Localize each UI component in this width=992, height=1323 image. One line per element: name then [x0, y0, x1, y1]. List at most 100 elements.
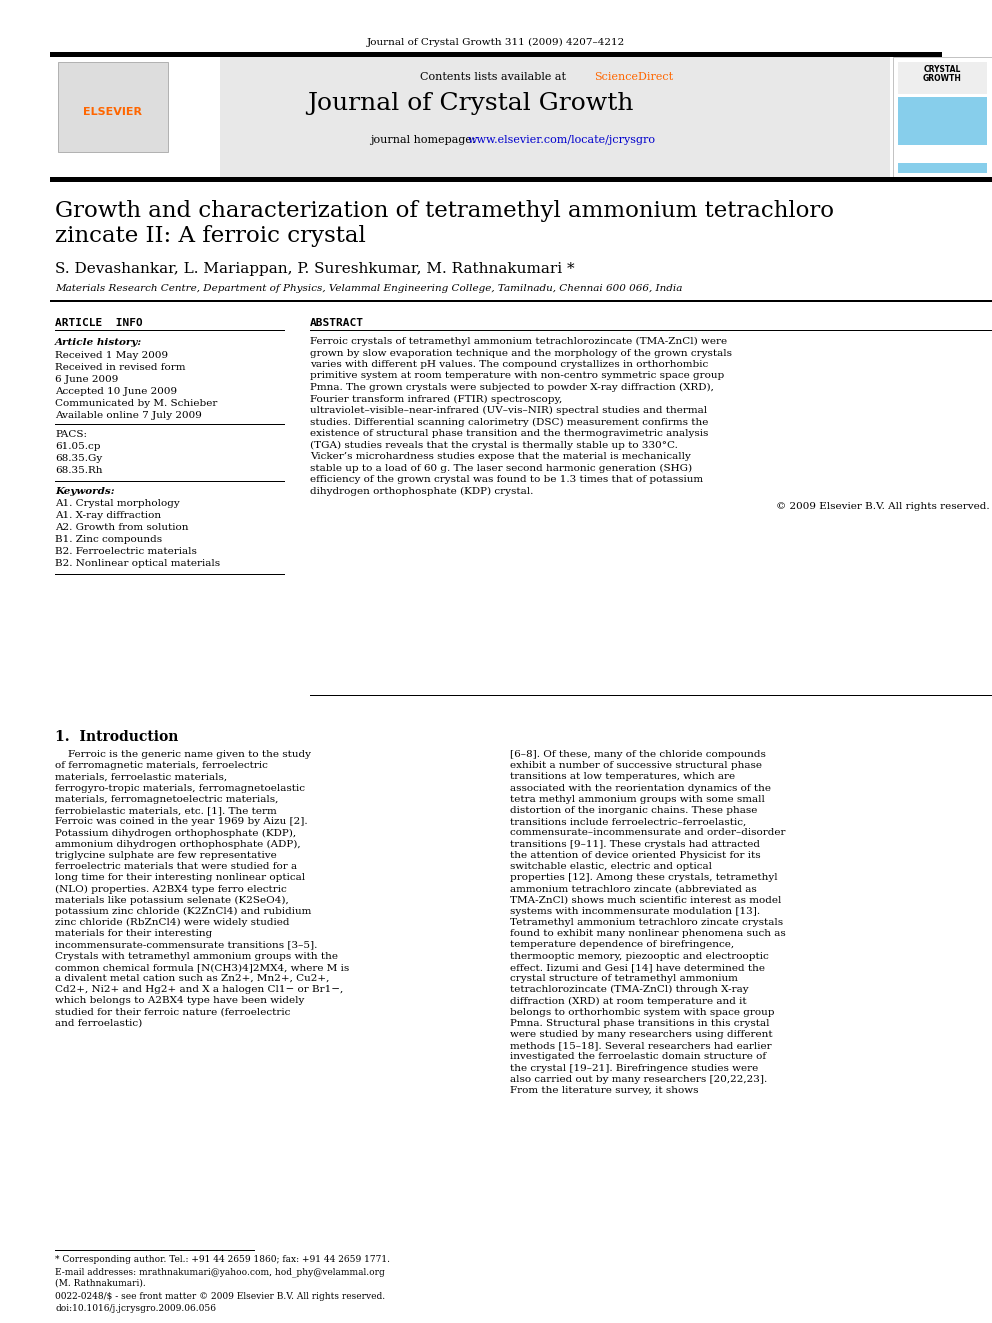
Bar: [50, 300, 992, 302]
Text: Keywords:: Keywords:: [55, 487, 115, 496]
Text: dihydrogen orthophosphate (KDP) crystal.: dihydrogen orthophosphate (KDP) crystal.: [310, 487, 534, 496]
Text: materials for their interesting: materials for their interesting: [55, 929, 212, 938]
Text: (NLO) properties. A2BX4 type ferro electric: (NLO) properties. A2BX4 type ferro elect…: [55, 884, 287, 893]
Text: transitions include ferroelectric–ferroelastic,: transitions include ferroelectric–ferroe…: [510, 818, 746, 826]
Text: switchable elastic, electric and optical: switchable elastic, electric and optical: [510, 863, 712, 871]
Text: belongs to orthorhombic system with space group: belongs to orthorhombic system with spac…: [510, 1008, 775, 1016]
Text: PACS:: PACS:: [55, 430, 87, 439]
Text: journal homepage:: journal homepage:: [370, 135, 479, 146]
Text: Ferroic was coined in the year 1969 by Aizu [2].: Ferroic was coined in the year 1969 by A…: [55, 818, 308, 826]
Text: B2. Nonlinear optical materials: B2. Nonlinear optical materials: [55, 560, 220, 568]
Text: Tetramethyl ammonium tetrachloro zincate crystals: Tetramethyl ammonium tetrachloro zincate…: [510, 918, 783, 927]
Text: incommensurate-commensurate transitions [3–5].: incommensurate-commensurate transitions …: [55, 941, 317, 950]
Text: * Corresponding author. Tel.: +91 44 2659 1860; fax: +91 44 2659 1771.: * Corresponding author. Tel.: +91 44 265…: [55, 1256, 390, 1263]
Text: distortion of the inorganic chains. These phase: distortion of the inorganic chains. Thes…: [510, 806, 757, 815]
Text: Received 1 May 2009: Received 1 May 2009: [55, 351, 168, 360]
Text: 6 June 2009: 6 June 2009: [55, 374, 118, 384]
Text: 1.  Introduction: 1. Introduction: [55, 730, 179, 744]
Text: tetra methyl ammonium groups with some small: tetra methyl ammonium groups with some s…: [510, 795, 765, 804]
Text: efficiency of the grown crystal was found to be 1.3 times that of potassium: efficiency of the grown crystal was foun…: [310, 475, 703, 484]
Text: Received in revised form: Received in revised form: [55, 363, 186, 372]
Text: A2. Growth from solution: A2. Growth from solution: [55, 523, 188, 532]
Text: Journal of Crystal Growth 311 (2009) 4207–4212: Journal of Crystal Growth 311 (2009) 420…: [367, 38, 625, 48]
Text: zinc chloride (RbZnCl4) were widely studied: zinc chloride (RbZnCl4) were widely stud…: [55, 918, 290, 927]
Text: ScienceDirect: ScienceDirect: [594, 71, 674, 82]
Text: the crystal [19–21]. Birefringence studies were: the crystal [19–21]. Birefringence studi…: [510, 1064, 758, 1073]
Text: tetrachlorozincate (TMA-ZnCl) through X-ray: tetrachlorozincate (TMA-ZnCl) through X-…: [510, 986, 749, 995]
Text: properties [12]. Among these crystals, tetramethyl: properties [12]. Among these crystals, t…: [510, 873, 778, 882]
Text: 0022-0248/$ - see front matter © 2009 Elsevier B.V. All rights reserved.: 0022-0248/$ - see front matter © 2009 El…: [55, 1293, 385, 1301]
Text: Ferroic is the generic name given to the study: Ferroic is the generic name given to the…: [55, 750, 311, 759]
Text: found to exhibit many nonlinear phenomena such as: found to exhibit many nonlinear phenomen…: [510, 929, 786, 938]
Text: exhibit a number of successive structural phase: exhibit a number of successive structura…: [510, 761, 762, 770]
Text: temperature dependence of birefringence,: temperature dependence of birefringence,: [510, 941, 734, 950]
Text: ferrogyro-tropic materials, ferromagnetoelastic: ferrogyro-tropic materials, ferromagneto…: [55, 783, 305, 792]
Text: (TGA) studies reveals that the crystal is thermally stable up to 330°C.: (TGA) studies reveals that the crystal i…: [310, 441, 678, 450]
Text: Fourier transform infrared (FTIR) spectroscopy,: Fourier transform infrared (FTIR) spectr…: [310, 394, 562, 404]
Bar: [50, 52, 942, 57]
Text: existence of structural phase transition and the thermogravimetric analysis: existence of structural phase transition…: [310, 429, 708, 438]
Text: thermooptic memory, piezooptic and electrooptic: thermooptic memory, piezooptic and elect…: [510, 951, 769, 960]
Text: B2. Ferroelectric materials: B2. Ferroelectric materials: [55, 546, 196, 556]
Text: varies with different pH values. The compound crystallizes in orthorhombic: varies with different pH values. The com…: [310, 360, 708, 369]
Text: ferroelectric materials that were studied for a: ferroelectric materials that were studie…: [55, 863, 298, 871]
Text: Article history:: Article history:: [55, 337, 142, 347]
Text: TMA-ZnCl) shows much scientific interest as model: TMA-ZnCl) shows much scientific interest…: [510, 896, 782, 905]
Text: ferrobielastic materials, etc. [1]. The term: ferrobielastic materials, etc. [1]. The …: [55, 806, 277, 815]
Text: 68.35.Rh: 68.35.Rh: [55, 466, 102, 475]
Bar: [50, 177, 992, 183]
Text: ammonium dihydrogen orthophosphate (ADP),: ammonium dihydrogen orthophosphate (ADP)…: [55, 840, 301, 849]
Text: A1. Crystal morphology: A1. Crystal morphology: [55, 499, 180, 508]
Text: Cd2+, Ni2+ and Hg2+ and X a halogen Cl1− or Br1−,: Cd2+, Ni2+ and Hg2+ and X a halogen Cl1−…: [55, 986, 343, 994]
Text: Pmna. The grown crystals were subjected to powder X-ray diffraction (XRD),: Pmna. The grown crystals were subjected …: [310, 382, 714, 392]
Text: ARTICLE  INFO: ARTICLE INFO: [55, 318, 143, 328]
Text: GROWTH: GROWTH: [923, 74, 961, 83]
Text: (M. Rathnakumari).: (M. Rathnakumari).: [55, 1279, 146, 1289]
Text: studies. Differential scanning calorimetry (DSC) measurement confirms the: studies. Differential scanning calorimet…: [310, 418, 708, 426]
Bar: [898, 147, 987, 161]
Text: effect. Iizumi and Gesi [14] have determined the: effect. Iizumi and Gesi [14] have determ…: [510, 963, 765, 972]
Bar: [898, 62, 987, 94]
Text: Potassium dihydrogen orthophosphate (KDP),: Potassium dihydrogen orthophosphate (KDP…: [55, 828, 297, 837]
Text: common chemical formula [N(CH3)4]2MX4, where M is: common chemical formula [N(CH3)4]2MX4, w…: [55, 963, 349, 972]
Text: potassium zinc chloride (K2ZnCl4) and rubidium: potassium zinc chloride (K2ZnCl4) and ru…: [55, 906, 311, 916]
Bar: [898, 163, 987, 173]
Text: Crystals with tetramethyl ammonium groups with the: Crystals with tetramethyl ammonium group…: [55, 951, 338, 960]
Bar: [50, 57, 220, 177]
Text: transitions [9–11]. These crystals had attracted: transitions [9–11]. These crystals had a…: [510, 840, 760, 848]
Text: B1. Zinc compounds: B1. Zinc compounds: [55, 534, 162, 544]
Text: zincate II: A ferroic crystal: zincate II: A ferroic crystal: [55, 225, 366, 247]
Text: S. Devashankar, L. Mariappan, P. Sureshkumar, M. Rathnakumari *: S. Devashankar, L. Mariappan, P. Sureshk…: [55, 262, 574, 277]
Text: Vicker’s microhardness studies expose that the material is mechanically: Vicker’s microhardness studies expose th…: [310, 452, 690, 460]
Text: commensurate–incommensurate and order–disorder: commensurate–incommensurate and order–di…: [510, 828, 786, 837]
Text: crystal structure of tetramethyl ammonium: crystal structure of tetramethyl ammoniu…: [510, 974, 738, 983]
Text: CRYSTAL: CRYSTAL: [924, 65, 960, 74]
Text: investigated the ferroelastic domain structure of: investigated the ferroelastic domain str…: [510, 1052, 766, 1061]
Text: Materials Research Centre, Department of Physics, Velammal Engineering College, : Materials Research Centre, Department of…: [55, 284, 682, 292]
Text: associated with the reorientation dynamics of the: associated with the reorientation dynami…: [510, 783, 771, 792]
Text: long time for their interesting nonlinear optical: long time for their interesting nonlinea…: [55, 873, 306, 882]
Text: E-mail addresses: mrathnakumari@yahoo.com, hod_phy@velammal.org: E-mail addresses: mrathnakumari@yahoo.co…: [55, 1267, 385, 1277]
Text: transitions at low temperatures, which are: transitions at low temperatures, which a…: [510, 773, 735, 782]
Text: ultraviolet–visible–near-infrared (UV–vis–NIR) spectral studies and thermal: ultraviolet–visible–near-infrared (UV–vi…: [310, 406, 707, 415]
Text: Journal of Crystal Growth: Journal of Crystal Growth: [307, 93, 633, 115]
Text: ELSEVIER: ELSEVIER: [83, 107, 143, 116]
Bar: [58, 62, 168, 152]
Text: www.elsevier.com/locate/jcrysgro: www.elsevier.com/locate/jcrysgro: [468, 135, 656, 146]
Bar: [898, 97, 987, 146]
Text: ABSTRACT: ABSTRACT: [310, 318, 364, 328]
Text: Accepted 10 June 2009: Accepted 10 June 2009: [55, 388, 178, 396]
Text: triglycine sulphate are few representative: triglycine sulphate are few representati…: [55, 851, 277, 860]
Text: From the literature survey, it shows: From the literature survey, it shows: [510, 1086, 698, 1095]
Text: also carried out by many researchers [20,22,23].: also carried out by many researchers [20…: [510, 1074, 767, 1084]
Text: systems with incommensurate modulation [13].: systems with incommensurate modulation […: [510, 906, 760, 916]
Text: Contents lists available at: Contents lists available at: [420, 71, 569, 82]
Text: A1. X-ray diffraction: A1. X-ray diffraction: [55, 511, 161, 520]
Text: Ferroic crystals of tetramethyl ammonium tetrachlorozincate (TMA-ZnCl) were: Ferroic crystals of tetramethyl ammonium…: [310, 337, 727, 347]
Text: a divalent metal cation such as Zn2+, Mn2+, Cu2+,: a divalent metal cation such as Zn2+, Mn…: [55, 974, 329, 983]
Text: Pmna. Structural phase transitions in this crystal: Pmna. Structural phase transitions in th…: [510, 1019, 770, 1028]
Bar: [50, 57, 890, 177]
Text: materials, ferroelastic materials,: materials, ferroelastic materials,: [55, 773, 227, 782]
Text: were studied by many researchers using different: were studied by many researchers using d…: [510, 1031, 773, 1039]
Text: studied for their ferroic nature (ferroelectric: studied for their ferroic nature (ferroe…: [55, 1008, 291, 1016]
